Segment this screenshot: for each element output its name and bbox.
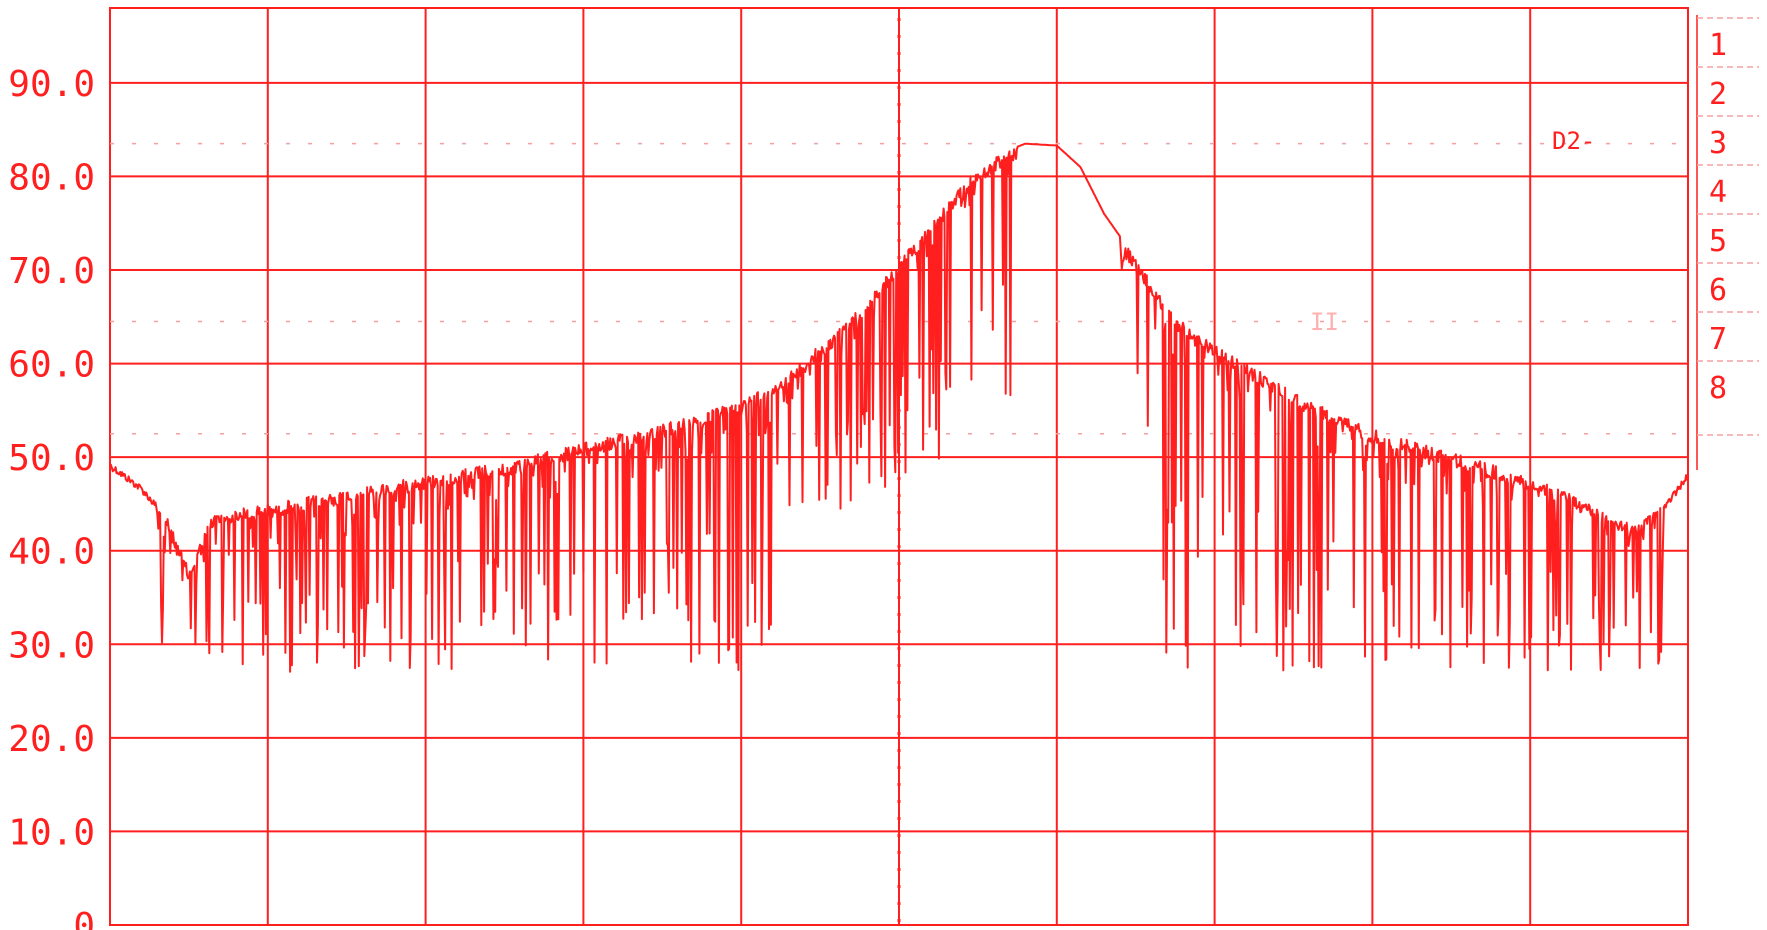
y-tick-labels: 0 10.0 20.0 30.0 40.0 50.0 60.0 70.0 80.0 90.0: [8, 64, 95, 930]
y-tick-label: 30.0: [8, 625, 95, 666]
side-panel-label: 6: [1709, 273, 1727, 308]
annotation-d2: D2-: [1552, 127, 1595, 155]
y-tick-label: 0: [73, 906, 95, 930]
y-tick-label: 40.0: [8, 532, 95, 573]
y-tick-label: 70.0: [8, 251, 95, 292]
y-tick-label: 60.0: [8, 345, 95, 386]
y-tick-label: 10.0: [8, 812, 95, 853]
side-panel-label: 7: [1709, 322, 1727, 357]
side-panel-label: 1: [1709, 28, 1727, 63]
y-tick-label: 90.0: [8, 64, 95, 105]
y-tick-label: 80.0: [8, 157, 95, 198]
side-panel-label: 5: [1709, 224, 1727, 259]
side-panel-label: 3: [1709, 126, 1727, 161]
side-panel-label: 8: [1709, 371, 1727, 406]
side-panel-label: 2: [1709, 77, 1727, 112]
annotation-mid: II: [1310, 308, 1339, 336]
y-tick-label: 20.0: [8, 719, 95, 760]
side-panel-label: 4: [1709, 175, 1727, 210]
signal-trace: [109, 142, 1689, 673]
y-tick-label: 50.0: [8, 438, 95, 479]
side-legend-panel: 1 2 3 4 5 6 7 8: [1696, 15, 1759, 470]
